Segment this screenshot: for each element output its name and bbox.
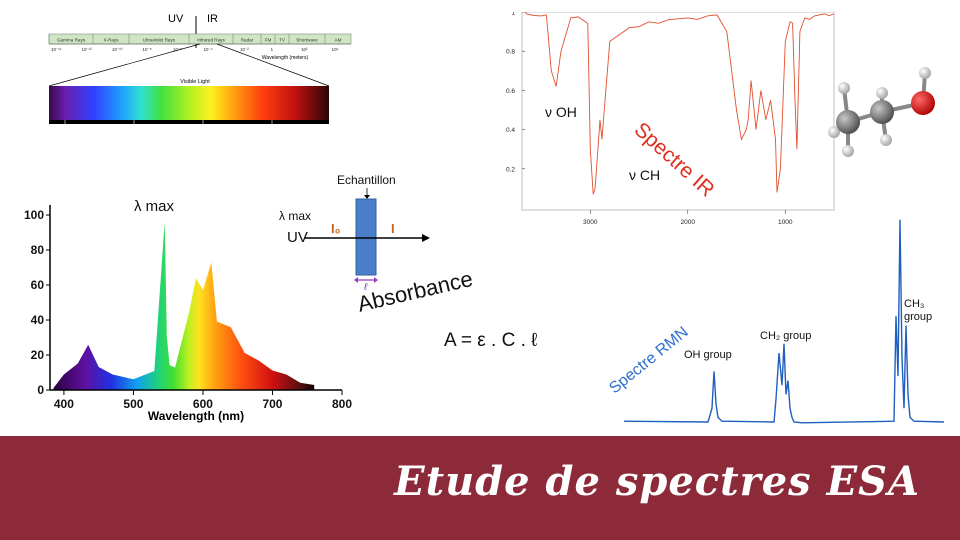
nmr-ch3-label: CH₃ group [904,298,932,324]
em-axis-label: Wavelength (meters) [262,55,309,61]
lamp-ytick-label: 80 [31,243,45,257]
em-spectrum-figure: UV IR Gamma Rays X-Rays Ultraviolet Rays In… [48,13,352,124]
uv-beam-label: UV [287,229,308,246]
ir-xtick-label: 2000 [681,219,696,226]
em-tick-label: 10⁻¹⁰ [112,47,123,52]
em-band-label: X-Rays [103,38,119,43]
lamp-ytick-label: 0 [37,383,44,397]
sample-label: Echantillon [337,173,396,187]
em-tick-label: 10⁻¹⁴ [51,47,62,52]
ir-spectrum-chart: 1 0.8 0.6 0.4 0.2 3000 2000 1000 [506,12,835,226]
ethanol-molecule [828,67,935,157]
i0-label: I₀ [331,221,341,236]
lamp-xtick-label: 500 [123,397,143,411]
em-band-label: Radar [241,38,254,43]
lamp-xtick-label: 700 [262,397,282,411]
lamp-xtick-label: 800 [332,397,352,411]
hydrogen-atom [876,87,888,99]
ir-ytick-label: 0.4 [506,127,515,134]
ir-xtick-label: 3000 [583,219,598,226]
em-tick-label: 10⁻⁶ [173,47,182,52]
visible-spectrum-bar [49,86,329,120]
carbon-atom [836,110,860,134]
nmr-oh-group-label: OH group [684,349,732,361]
em-tick-label: 10⁻² [240,47,249,52]
carbon-atom [870,100,894,124]
lambda-max-beam-label: λ max [279,209,312,223]
em-band-label: TV [279,38,286,43]
lamp-ytick-label: 100 [24,208,44,222]
em-band-label: Infrared Rays [197,38,225,43]
lamp-xlabel: Wavelength (nm) [148,409,244,423]
lamp-ytick-label: 60 [31,278,45,292]
em-band-label: Ultraviolet Rays [143,38,176,43]
em-tick-label: 10⁻¹² [82,47,93,52]
nmr-ch3-line2: group [904,311,933,323]
ir-ch-label: ν CH [629,167,661,183]
em-band-label: Gamma Rays [57,38,86,43]
lamp-xtick-label: 400 [54,397,74,411]
uv-label: UV [168,13,184,25]
visible-light-label: Visible Light [180,79,210,85]
hydrogen-atom [828,126,840,138]
em-band-label: AM [335,38,342,43]
ir-spectrum-line [522,12,835,195]
ir-ytick-label: 0.8 [506,49,515,56]
em-tick-label: 10⁻⁸ [143,47,152,52]
slide-title: Etude de spectres ESA [394,458,920,505]
em-tick-label: 10⁴ [332,47,339,52]
nmr-ch2-group-label: CH₂ group [760,330,812,342]
em-band-label: FM [265,38,272,43]
lamp-emission-chart: 0 20 40 60 80 100 400 500 600 700 800 Wavelength … [24,205,352,423]
beer-lambert-diagram [304,188,430,283]
em-tick-label: 10² [301,47,308,52]
nmr-spectrum-chart [624,219,945,424]
lamp-ytick-label: 20 [31,348,45,362]
lamp-xtick-label: 600 [193,397,213,411]
em-band-label: Shortwave [296,38,318,43]
lamp-spectrum-area [53,221,315,390]
nmr-spectrum-line [624,219,945,424]
sample-cuvette [355,198,377,276]
nmr-ch3-line1: CH₃ [904,298,925,310]
ir-label: IR [207,13,218,25]
beer-lambert-formula: A = ε . C . ℓ [444,330,538,351]
ir-oh-label: ν OH [545,104,577,120]
lambda-max-label: λ max [134,198,175,215]
path-length-label: ℓ [364,282,368,293]
hydrogen-atom [880,134,892,146]
ir-ytick-label: 1 [511,12,515,17]
ir-xtick-label: 1000 [778,219,793,226]
oxygen-atom [911,91,935,115]
em-tick-label: 1 [271,47,274,52]
lamp-ytick-label: 40 [31,313,45,327]
em-tick-label: 10⁻⁴ [204,47,213,52]
ir-ytick-label: 0.6 [506,88,515,95]
i-label: I [391,221,395,236]
title-banner: Etude de spectres ESA [0,436,960,540]
hydrogen-atom [838,82,850,94]
hydrogen-atom [919,67,931,79]
ir-ytick-label: 0.2 [506,166,515,173]
hydrogen-atom [842,145,854,157]
